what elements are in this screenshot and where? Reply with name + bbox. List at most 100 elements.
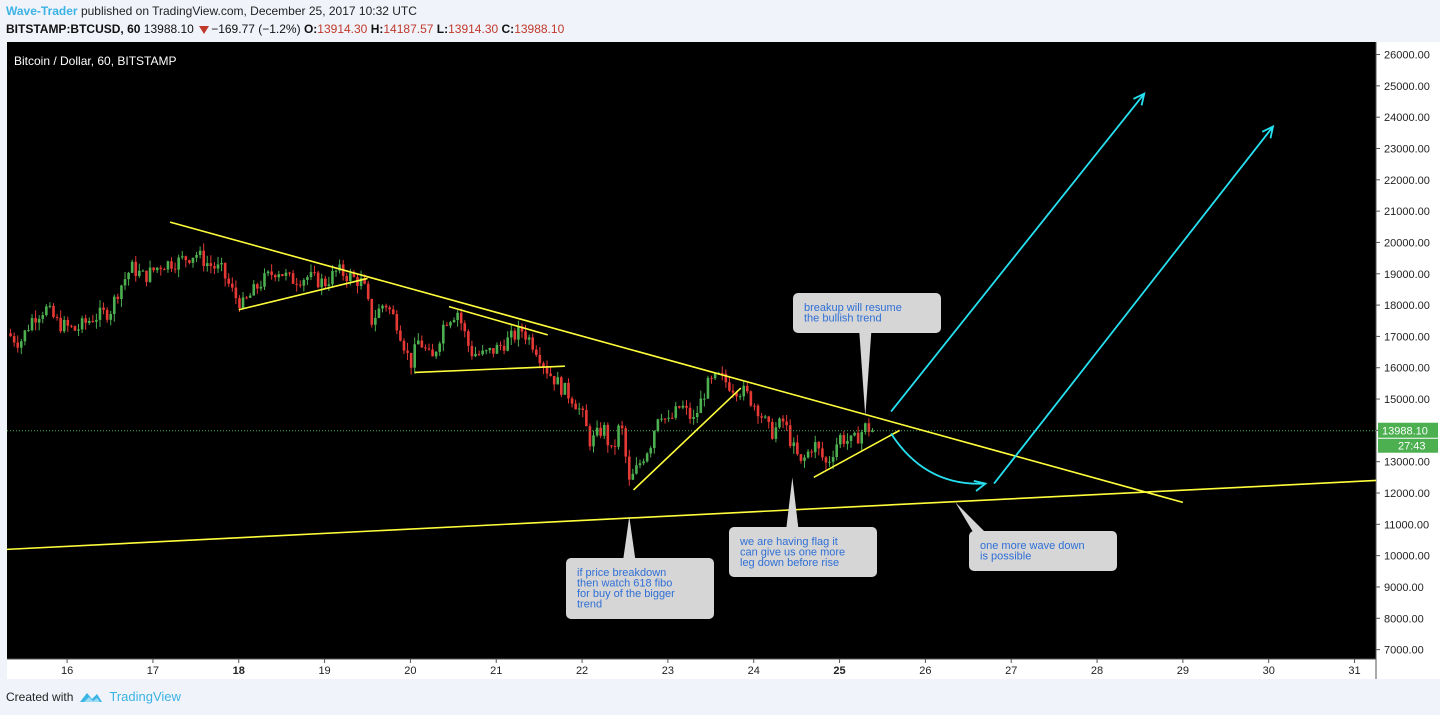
candle-body [112,296,116,314]
candle-body [263,273,266,287]
candle-body [484,350,488,352]
candle-body [109,313,113,320]
candle-body [180,256,184,258]
candle-body [177,257,180,270]
candle-body [638,463,642,466]
candle-body [778,418,781,428]
candle-body [384,305,388,308]
candle-body [592,435,595,447]
candle-body [209,263,213,267]
x-tick-label: 24 [748,665,760,677]
candle-body [542,363,545,367]
candle-body [216,264,220,269]
candle-body [306,277,309,280]
candle-body [785,421,788,426]
long-term-rising-support [6,479,1377,551]
candle-body [642,461,645,464]
publish-info: Wave-Trader published on TradingView.com… [6,4,417,18]
candle-body [427,348,431,350]
candle-body [821,448,824,458]
candle-body [499,344,502,346]
y-tick-label: 19000.00 [1384,269,1430,281]
candle-body [259,286,263,289]
candle-body [670,417,674,419]
symbol-info-bar: BITSTAMP:BTCUSD, 60 13988.10 −169.77 (−1… [6,22,564,36]
candle-body [549,373,552,376]
candle-body [16,342,20,348]
candle-body [184,256,188,261]
candle-body [37,318,41,323]
x-tick-label: 28 [1091,665,1103,677]
y-tick-label: 20000.00 [1384,237,1430,249]
candle-body [560,377,563,395]
candle-body [334,270,338,272]
tradingview-brand[interactable]: TradingView [109,689,181,704]
candle-body [80,318,84,330]
candle-body [231,283,234,288]
candle-body [30,318,34,331]
candle-body [599,427,602,436]
candle-body [477,353,481,355]
candle-body [617,425,620,447]
candle-body [513,330,517,340]
candle-body [509,330,513,338]
candle-body [266,271,270,274]
candle-body [95,319,98,322]
candle-body [170,261,173,269]
y-tick-label: 10000.00 [1384,551,1430,563]
candle-body [327,284,331,286]
candle-body [309,272,313,278]
y-tick-label: 21000.00 [1384,206,1430,218]
candle-body [745,385,749,392]
candle-body [23,330,27,342]
candle-body [363,278,366,284]
x-tick-label: 21 [490,665,502,677]
candle-body [660,418,663,420]
candle-body [667,417,670,419]
candle-body [635,465,638,474]
candle-body [130,261,134,273]
candle-body [703,398,706,400]
candle-body [692,417,695,419]
candle-body [502,345,506,351]
candle-body [270,271,273,276]
y-tick-label: 16000.00 [1384,363,1430,375]
candle-body [749,391,753,406]
high-value: 14187.57 [383,22,434,36]
y-tick-label: 11000.00 [1384,519,1429,531]
candle-body [577,408,581,410]
candle-body [488,348,492,351]
candle-body [87,320,91,323]
y-tick-label: 9000.00 [1384,582,1424,594]
candle-body [674,406,678,418]
candle-body [506,337,509,351]
candle-body [195,254,198,258]
candle-body [238,298,241,309]
candle-body [388,307,391,310]
candle-body [538,354,542,364]
last-price-tag [1378,422,1438,438]
candle-body [645,453,649,462]
candle-body [52,305,55,318]
candle-body [163,269,166,271]
candle-body [631,473,635,480]
candle-body [323,278,327,286]
candle-body [806,451,810,458]
candle-body [459,312,463,324]
candle-body [159,267,163,270]
author-name[interactable]: Wave-Trader [6,4,78,18]
candle-body [864,423,867,433]
countdown-tag [1378,438,1438,453]
candle-body [735,392,738,397]
candle-body [817,442,821,449]
candle-body [241,297,245,309]
candle-body [610,445,613,447]
down-arrow-icon [199,25,210,34]
candle-body [517,326,520,340]
candle-body [853,432,856,436]
candle-body [774,427,778,439]
candle-body [120,285,123,299]
candle-body [98,307,102,320]
x-tick-label: 30 [1263,665,1275,677]
